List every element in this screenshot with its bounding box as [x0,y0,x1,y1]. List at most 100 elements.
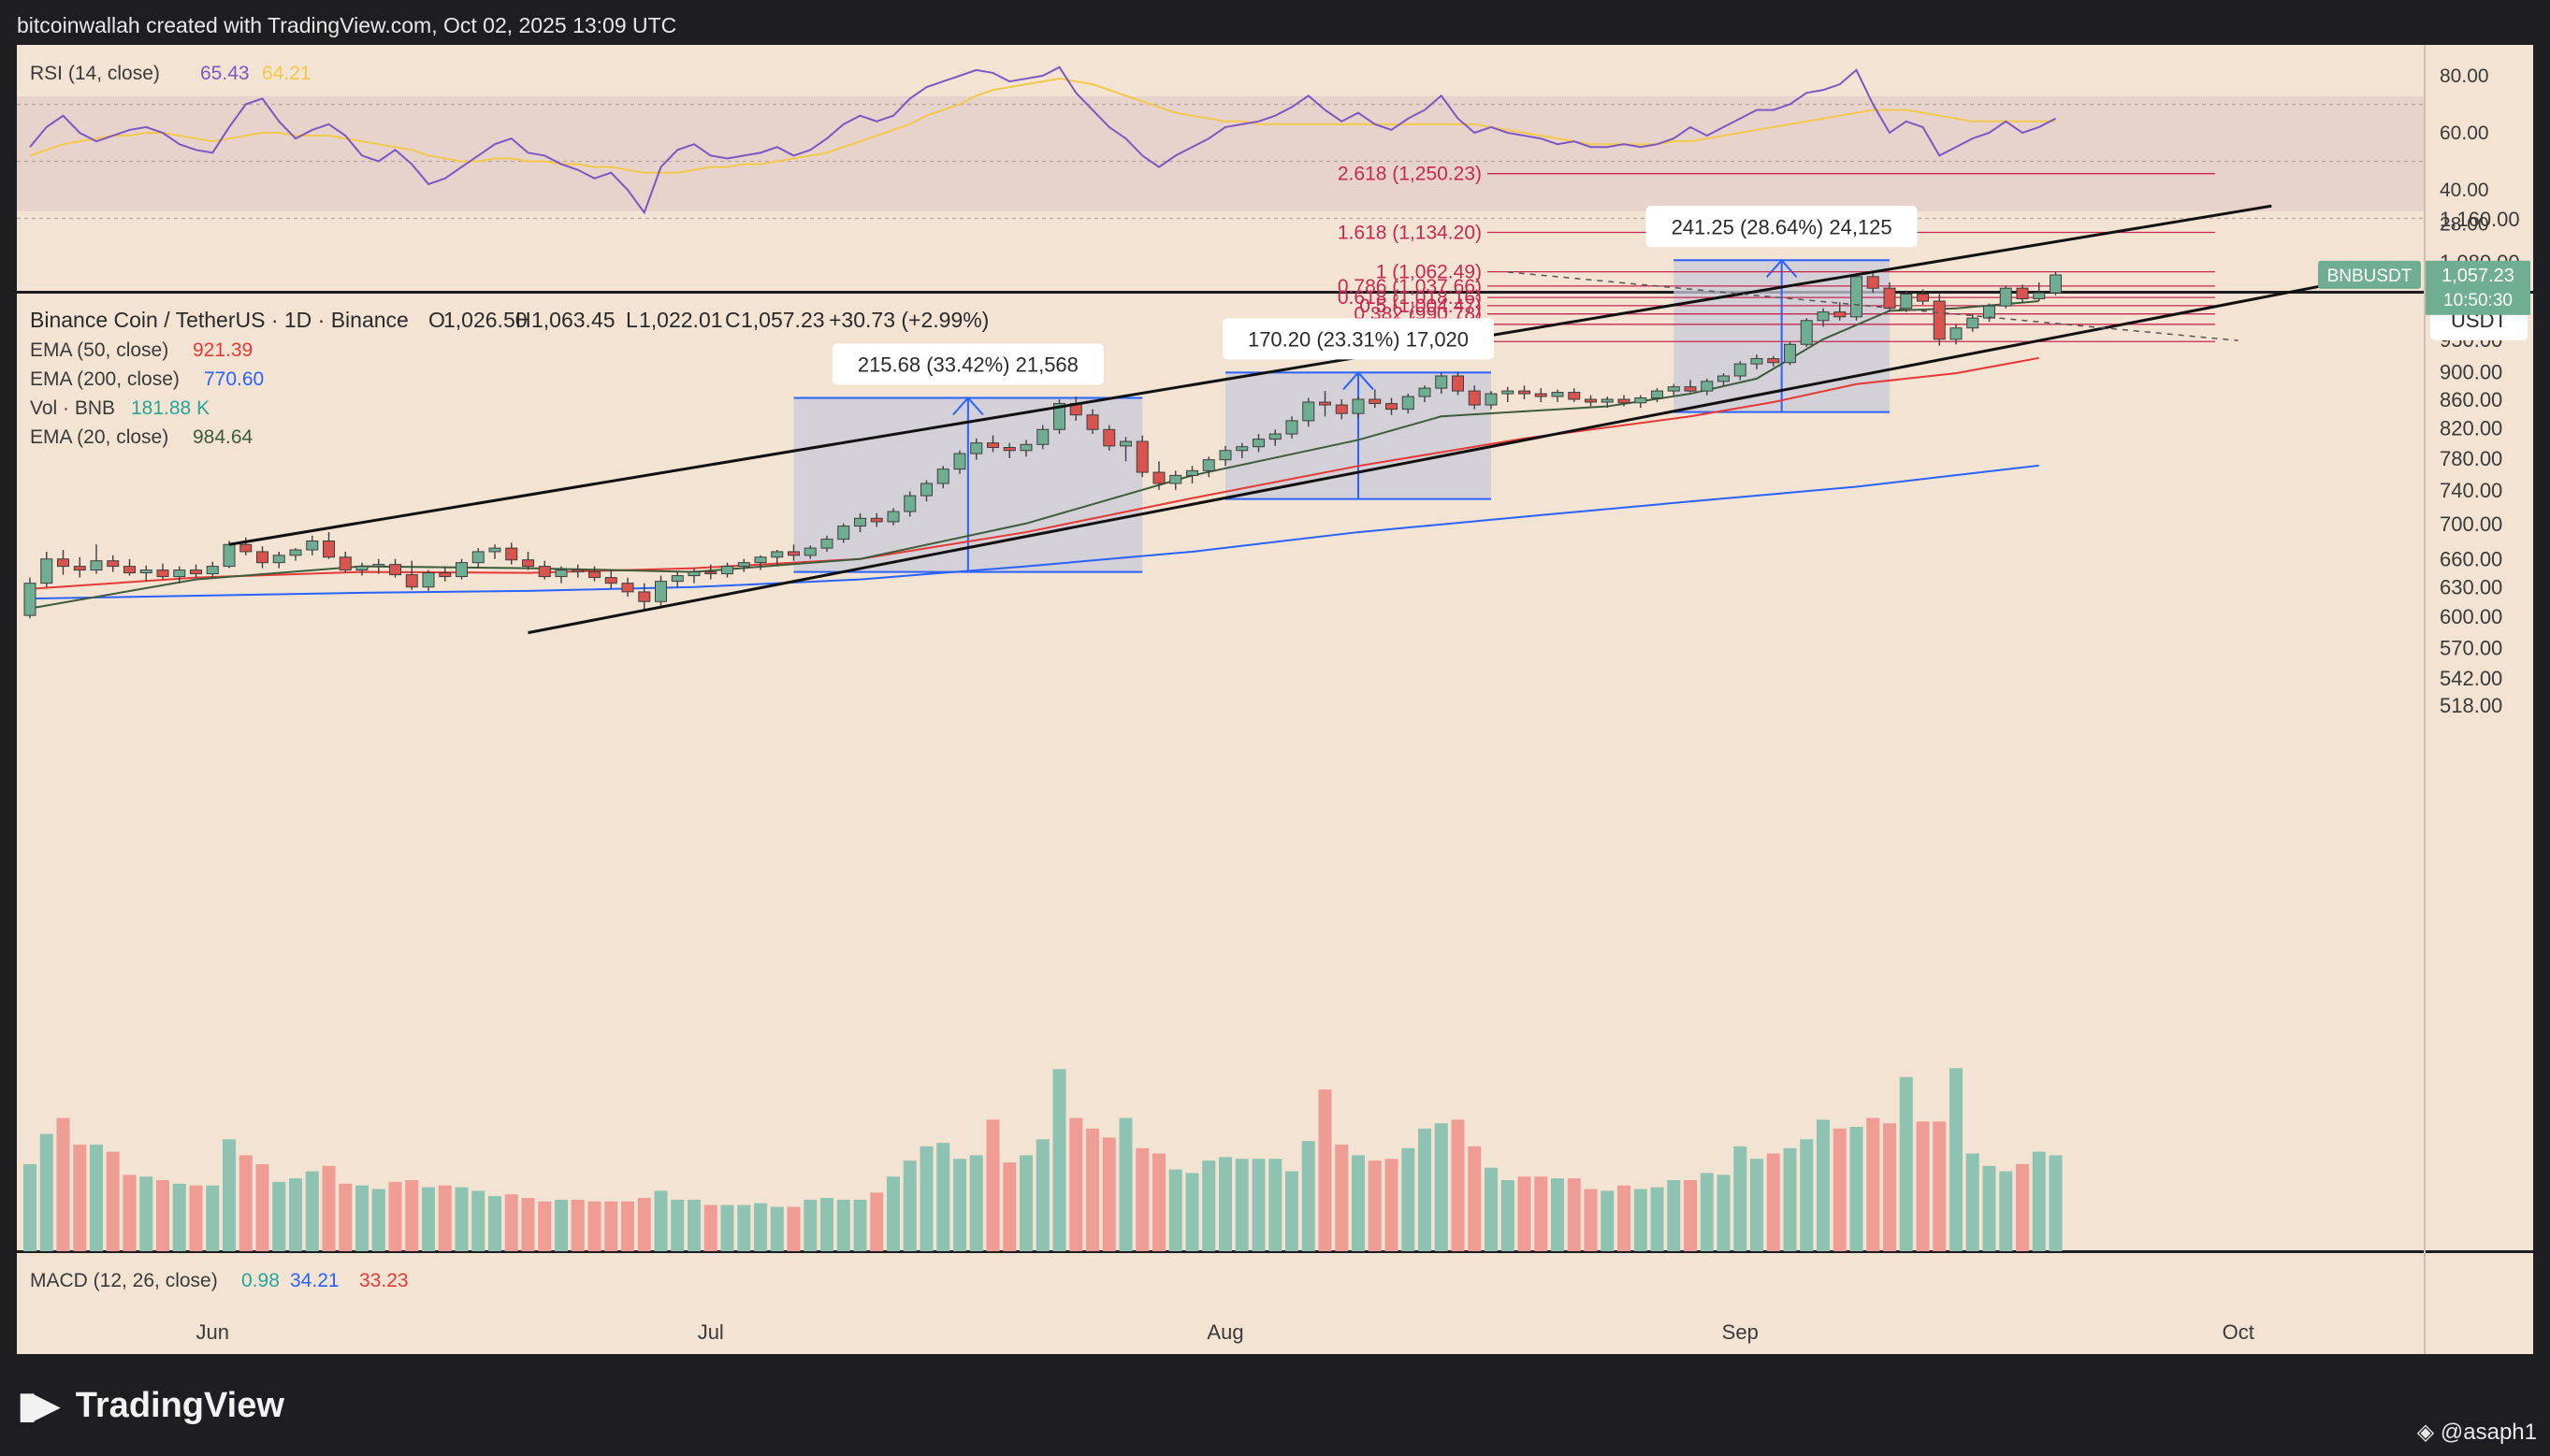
volume-bar [853,1199,867,1251]
rsi-tick-label: 40.00 [2440,180,2489,201]
ema-lines [29,300,2039,610]
trendlines[interactable] [228,204,2388,635]
volume-bar [1849,1127,1863,1251]
volume-bar [189,1185,203,1251]
volume-bar [355,1185,369,1251]
volume-bar [1551,1178,1564,1251]
candle-body [572,569,585,573]
volume-bar [1500,1180,1514,1251]
volume-bar [920,1146,934,1251]
candle-body [339,556,352,571]
candle-body [987,442,999,449]
price-tick-label: 740.00 [2440,479,2502,502]
chart-canvas[interactable]: 80.00 60.00 40.00 28.00 RSI (14, close) 65.… [17,45,2533,1354]
author-handle: ◈ @asaph1 [2417,1419,2537,1446]
price-tag-bg [2426,260,2530,315]
price-tick-label: 570.00 [2440,636,2502,659]
volume-bar [870,1192,884,1251]
candle-body [439,572,452,578]
volume-bar [488,1196,501,1251]
volume-bar [1252,1159,1266,1251]
volume-bar [156,1180,169,1251]
candle-body [1983,305,1995,319]
volume-bar [1020,1155,1033,1251]
last-price-tag: BNBUSDT 1,057.23 10:50:30 [2318,260,2530,315]
volume-bar [654,1190,668,1251]
price-axis-border [2424,45,2426,1354]
price-tag-value: 1,057.23 [2441,266,2514,286]
volume-bar [737,1204,751,1251]
volume-bar [455,1187,469,1251]
volume-bar [2032,1151,2046,1251]
volume-bar [804,1199,818,1251]
volume-bar [720,1204,734,1251]
volume-bar [206,1185,220,1251]
rsi-lines [29,65,2056,215]
candle-body [1169,474,1182,484]
ema20-legend-value: 984.64 [193,426,254,448]
candle-body [1767,358,1780,364]
volume-bar [1567,1178,1581,1251]
volume-bar [953,1159,966,1251]
candle-body [820,539,833,549]
candle-body [804,547,817,556]
candle-body [1086,414,1099,430]
volume-bar [1136,1147,1150,1251]
price-tick-label: 630.00 [2440,576,2502,599]
ema200-legend-label: EMA (200, close) [30,368,180,390]
volume-bar [1036,1139,1050,1251]
candle-body [256,551,268,564]
rsi-legend-label: RSI (14, close) [30,63,160,84]
volume-bar [1717,1175,1731,1251]
candle-body [555,569,568,578]
volume-bar [504,1194,518,1251]
volume-bar [339,1183,353,1251]
volume-bar [1301,1141,1315,1251]
volume-bar [969,1155,983,1251]
symbol-tag-label: BNBUSDT [2327,267,2412,286]
measure-label-text: 215.68 (33.42%) 21,568 [858,353,1079,377]
fib-level-label: 0.5 (1,004.47) [1359,296,1482,317]
fib-level-label: 0.618 (1,018.16) [1338,287,1482,309]
chart-background [17,45,2533,1354]
volume-bar [1202,1160,1216,1251]
ohlc-close: 1,057.23 [741,308,825,332]
candle-body [190,569,202,575]
volume-bar [555,1199,568,1251]
volume-bar [1069,1117,1083,1251]
candle-body [1253,439,1265,448]
ohlc-open: 1,026.50 [443,308,528,332]
candle-body [223,543,236,568]
volume-bar [2016,1163,2029,1251]
candle-body [139,569,152,574]
candle-body [1833,311,1847,318]
volume-legend-value: 181.88 K [131,397,210,419]
volume-bar [322,1165,336,1251]
candle-body [1917,293,1929,302]
candle-body [936,469,949,484]
candle-body [1103,428,1116,447]
candle-body [1202,459,1215,471]
candle-body [1020,443,1033,452]
volume-bar [388,1181,402,1251]
measure-arrow-head [1342,370,1374,391]
price-tick-label: 860.00 [2440,388,2502,411]
candle-body [422,572,435,588]
volume-bar [836,1199,850,1251]
macd-hist-value: 0.98 [241,1270,280,1291]
volume-bar [936,1143,950,1251]
rsi-line [29,65,2056,215]
channel-lower [528,271,2388,635]
candle-body [1534,393,1547,397]
volume-bar [255,1163,269,1251]
volume-bar [272,1181,286,1251]
volume-bar [1667,1180,1681,1251]
volume-bar [1285,1171,1298,1251]
candle-body [73,566,86,571]
candle-body [1335,404,1348,414]
candle-body [887,511,900,523]
candle-body [1452,375,1464,392]
candle-body [688,571,701,577]
macd-line-value: 34.21 [290,1270,340,1291]
macd-signal-value: 33.23 [359,1270,409,1291]
